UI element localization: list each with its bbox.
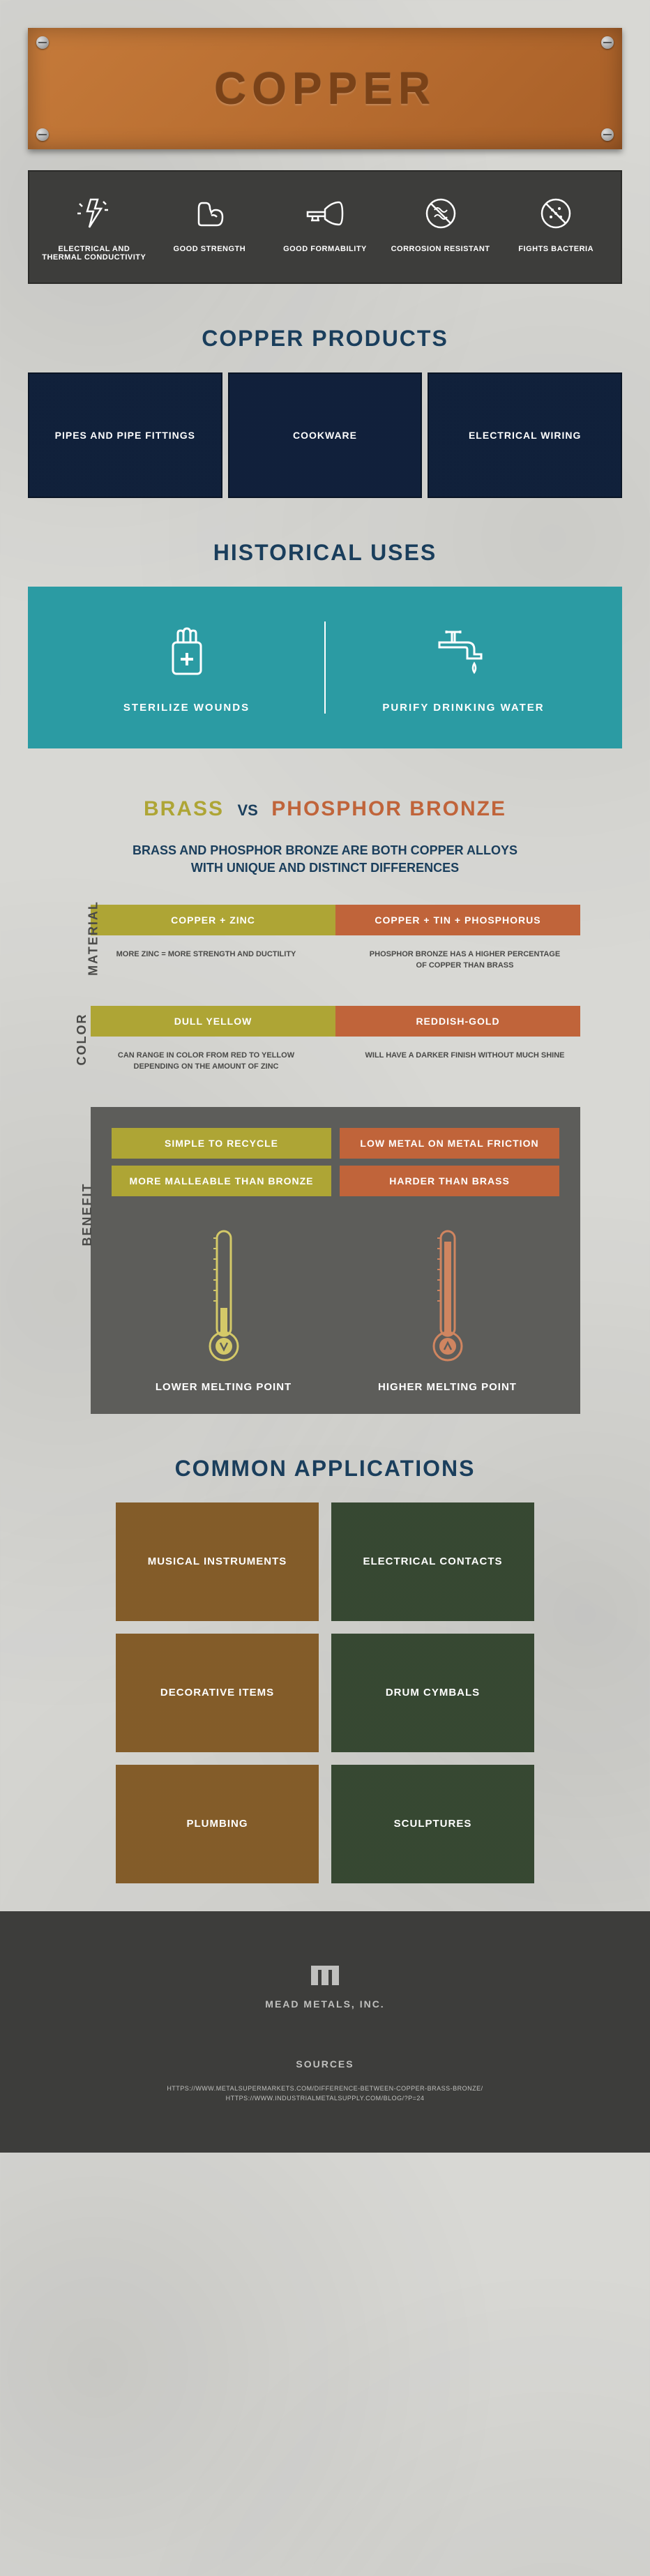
color-bronze-desc: WILL HAVE A DARKER FINISH WITHOUT MUCH S…	[349, 1050, 580, 1072]
bacteria-icon	[501, 193, 610, 234]
thermo-brass-label: LOWER MELTING POINT	[112, 1381, 335, 1393]
thermometer-high-icon	[335, 1224, 559, 1364]
app-item: MUSICAL INSTRUMENTS	[116, 1502, 319, 1621]
historical-title: HISTORICAL USES	[28, 540, 622, 566]
material-bronze-bar: COPPER + TIN + PHOSPHORUS	[335, 905, 580, 935]
plaque-title: COPPER	[42, 63, 608, 114]
color-vertical-label: COLOR	[75, 1013, 89, 1065]
property-label: FIGHTS BACTERIA	[501, 245, 610, 253]
property-label: GOOD FORMABILITY	[271, 245, 379, 253]
products-title: COPPER PRODUCTS	[28, 326, 622, 352]
historical-item: STERILIZE WOUNDS	[49, 622, 326, 714]
historical-label: STERILIZE WOUNDS	[49, 702, 324, 714]
property-label: ELECTRICAL AND THERMAL CONDUCTIVITY	[40, 245, 149, 262]
color-brass-desc: CAN RANGE IN COLOR FROM RED TO YELLOW DE…	[91, 1050, 322, 1072]
corrosion-icon	[386, 193, 495, 234]
brass-label: BRASS	[144, 797, 224, 820]
app-item: DRUM CYMBALS	[331, 1634, 534, 1752]
material-bronze-desc: PHOSPHOR BRONZE HAS A HIGHER PERCENTAGE …	[349, 949, 580, 971]
property-item: GOOD STRENGTH	[152, 193, 268, 262]
footer-sources-title: SOURCES	[28, 2058, 622, 2070]
apps-title: COMMON APPLICATIONS	[28, 1456, 622, 1482]
property-label: GOOD STRENGTH	[156, 245, 264, 253]
spark-icon	[40, 193, 149, 234]
material-brass-desc: MORE ZINC = MORE STRENGTH AND DUCTILITY	[91, 949, 322, 971]
benefit-bronze-bar: HARDER THAN BRASS	[340, 1166, 559, 1196]
product-item: COOKWARE	[228, 372, 423, 498]
footer-logo-icon	[28, 1960, 622, 1991]
trumpet-icon	[271, 193, 379, 234]
footer-company: MEAD METALS, INC.	[28, 1998, 622, 2010]
bronze-label: PHOSPHOR BRONZE	[271, 797, 506, 820]
footer: MEAD METALS, INC. SOURCES HTTPS://WWW.ME…	[0, 1911, 650, 2153]
material-vertical-label: MATERIAL	[86, 901, 100, 976]
app-item: ELECTRICAL CONTACTS	[331, 1502, 534, 1621]
material-comparison: MATERIAL COPPER + ZINC COPPER + TIN + PH…	[28, 905, 622, 971]
muscle-icon	[156, 193, 264, 234]
vs-header: BRASS VS PHOSPHOR BRONZE	[28, 797, 622, 821]
benefit-vertical-label: BENEFIT	[80, 1182, 95, 1246]
property-label: CORROSION RESISTANT	[386, 245, 495, 253]
footer-source: HTTPS://WWW.INDUSTRIALMETALSUPPLY.COM/BL…	[28, 2093, 622, 2103]
products-row: PIPES AND PIPE FITTINGS COOKWARE ELECTRI…	[28, 372, 622, 498]
color-bronze-bar: REDDISH-GOLD	[335, 1006, 580, 1037]
thermo-bronze-label: HIGHER MELTING POINT	[335, 1381, 559, 1393]
faucet-icon	[326, 622, 601, 684]
footer-source: HTTPS://WWW.METALSUPERMARKETS.COM/DIFFER…	[28, 2084, 622, 2093]
app-item: DECORATIVE ITEMS	[116, 1634, 319, 1752]
historical-item: PURIFY DRINKING WATER	[326, 622, 601, 714]
historical-box: STERILIZE WOUNDS PURIFY DRINKING WATER	[28, 587, 622, 748]
property-item: FIGHTS BACTERIA	[498, 193, 614, 262]
property-item: ELECTRICAL AND THERMAL CONDUCTIVITY	[36, 193, 152, 262]
property-item: GOOD FORMABILITY	[267, 193, 383, 262]
benefit-brass-bar: MORE MALLEABLE THAN BRONZE	[112, 1166, 331, 1196]
vs-subtitle: BRASS AND PHOSPHOR BRONZE ARE BOTH COPPE…	[116, 842, 534, 877]
material-brass-bar: COPPER + ZINC	[91, 905, 335, 935]
thermometer-low-icon	[112, 1224, 335, 1364]
color-brass-bar: DULL YELLOW	[91, 1006, 335, 1037]
product-item: PIPES AND PIPE FITTINGS	[28, 372, 222, 498]
hand-icon	[49, 622, 324, 684]
app-item: SCULPTURES	[331, 1765, 534, 1883]
copper-plaque: COPPER	[28, 28, 622, 149]
benefit-bronze-bar: LOW METAL ON METAL FRICTION	[340, 1128, 559, 1159]
product-item: ELECTRICAL WIRING	[428, 372, 622, 498]
app-item: PLUMBING	[116, 1765, 319, 1883]
benefit-comparison: BENEFIT SIMPLE TO RECYCLE LOW METAL ON M…	[28, 1107, 622, 1414]
properties-bar: ELECTRICAL AND THERMAL CONDUCTIVITY GOOD…	[28, 170, 622, 284]
color-comparison: COLOR DULL YELLOW REDDISH-GOLD CAN RANGE…	[28, 1006, 622, 1072]
historical-label: PURIFY DRINKING WATER	[326, 702, 601, 714]
vs-label: VS	[237, 801, 257, 819]
benefit-brass-bar: SIMPLE TO RECYCLE	[112, 1128, 331, 1159]
applications-grid: MUSICAL INSTRUMENTS ELECTRICAL CONTACTS …	[116, 1502, 534, 1883]
property-item: CORROSION RESISTANT	[383, 193, 499, 262]
